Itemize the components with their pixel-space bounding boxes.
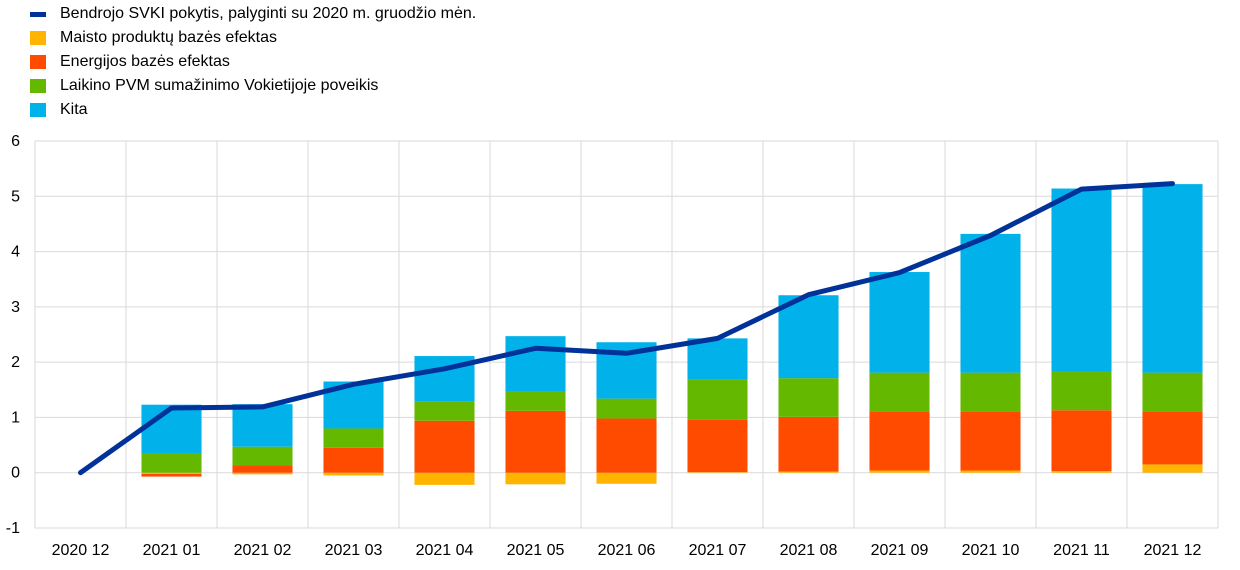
bar-segment-energy	[869, 411, 930, 471]
bar-segment-other	[141, 404, 202, 454]
legend-swatch-line	[30, 11, 46, 17]
x-tick-label: 2021 07	[689, 542, 747, 559]
x-tick-label: 2021 04	[416, 542, 474, 559]
bar-segment-food	[869, 470, 930, 473]
y-tick-label: 6	[11, 133, 20, 150]
x-tick-label: 2021 08	[780, 542, 838, 559]
legend-item-other: Kita	[30, 98, 476, 122]
bar-segment-food	[1051, 471, 1112, 473]
x-tick-label: 2020 12	[52, 542, 110, 559]
bar-segment-other	[505, 336, 566, 392]
bar-segment-food	[232, 472, 293, 475]
bar-segment-other	[1142, 184, 1203, 373]
legend-label-food: Maisto produktų bazės efektas	[60, 29, 278, 46]
bar-segment-other	[1051, 188, 1112, 372]
legend-swatch-vat	[30, 79, 46, 93]
bar-segment-other	[232, 404, 293, 447]
x-tick-label: 2021 09	[871, 542, 929, 559]
bar-segment-vat	[505, 391, 566, 411]
bar-segment-energy	[141, 473, 202, 477]
bar-segment-vat	[414, 401, 475, 421]
bar-segment-food	[596, 472, 657, 484]
bar-segment-vat	[232, 446, 293, 466]
grid-lines	[34, 140, 1219, 529]
bar-segment-energy	[414, 420, 475, 473]
y-tick-label: 0	[11, 465, 20, 482]
bar-segment-food	[141, 472, 202, 474]
bar-segment-food	[505, 472, 566, 485]
x-tick-label: 2021 06	[598, 542, 656, 559]
legend-item-energy: Energijos bazės efektas	[30, 50, 476, 74]
legend-label-line: Bendrojo SVKI pokytis, palyginti su 2020…	[60, 5, 477, 22]
bar-segment-vat	[323, 428, 384, 448]
bar-segment-vat	[141, 453, 202, 473]
x-tick-label: 2021 02	[234, 542, 292, 559]
bar-segment-energy	[778, 416, 839, 472]
bar-segment-food	[414, 472, 475, 485]
y-tick-label: 1	[11, 409, 20, 426]
bar-segment-other	[960, 233, 1021, 373]
y-tick-label: 5	[11, 188, 20, 205]
legend-swatch-food	[30, 31, 46, 45]
bar-segment-energy	[505, 410, 566, 473]
y-tick-label: 3	[11, 299, 20, 316]
y-tick-label: 2	[11, 354, 20, 371]
line-series	[78, 181, 1175, 476]
bar-segment-food	[687, 472, 748, 473]
legend-label-vat: Laikino PVM sumažinimo Vokietijoje povei…	[60, 77, 379, 94]
bar-segment-energy	[323, 447, 384, 473]
bar-segment-energy	[1142, 411, 1203, 465]
bar-segment-energy	[960, 411, 1021, 471]
bar-segment-vat	[1051, 371, 1112, 411]
legend-label-other: Kita	[60, 101, 88, 118]
x-tick-label: 2021 05	[507, 542, 565, 559]
bar-segment-energy	[232, 465, 293, 473]
legend-label-energy: Energijos bazės efektas	[60, 53, 230, 70]
bar-segment-vat	[960, 372, 1021, 412]
y-tick-label: 4	[11, 244, 20, 261]
bar-segment-vat	[778, 378, 839, 417]
legend-swatch-other	[30, 103, 46, 117]
chart-legend: Bendrojo SVKI pokytis, palyginti su 2020…	[30, 2, 476, 122]
legend-item-vat: Laikino PVM sumažinimo Vokietijoje povei…	[30, 74, 476, 98]
bar-segment-food	[323, 472, 384, 476]
bar-segment-vat	[596, 398, 657, 419]
x-tick-label: 2021 11	[1053, 542, 1110, 559]
bar-segment-other	[869, 272, 930, 373]
bar-segment-energy	[596, 418, 657, 473]
x-axis-ticks: 2020 12 2021 01 2021 02 2021 03 2021 04 2021 …	[52, 542, 1202, 559]
cpi-change-line	[78, 181, 1175, 476]
bar-segment-other	[687, 338, 748, 380]
y-axis-ticks: -1 0 1 2 3 4 5 6	[6, 133, 20, 537]
y-tick-label: -1	[6, 520, 20, 537]
bar-segment-energy	[687, 419, 748, 473]
bar-segment-energy	[1051, 410, 1112, 472]
x-tick-label: 2021 01	[143, 542, 201, 559]
bars	[141, 184, 1203, 485]
bar-segment-vat	[687, 379, 748, 420]
bar-segment-food	[1142, 464, 1203, 473]
x-tick-label: 2021 10	[962, 542, 1020, 559]
bar-segment-food	[960, 470, 1021, 473]
bar-segment-food	[778, 471, 839, 473]
legend-item-line: Bendrojo SVKI pokytis, palyginti su 2020…	[30, 2, 476, 26]
bar-segment-other	[778, 295, 839, 379]
x-tick-label: 2021 03	[325, 542, 383, 559]
bar-segment-vat	[1142, 372, 1203, 412]
legend-item-food: Maisto produktų bazės efektas	[30, 26, 476, 50]
x-tick-label: 2021 12	[1144, 542, 1202, 559]
bar-segment-vat	[869, 372, 930, 412]
legend-swatch-energy	[30, 55, 46, 69]
